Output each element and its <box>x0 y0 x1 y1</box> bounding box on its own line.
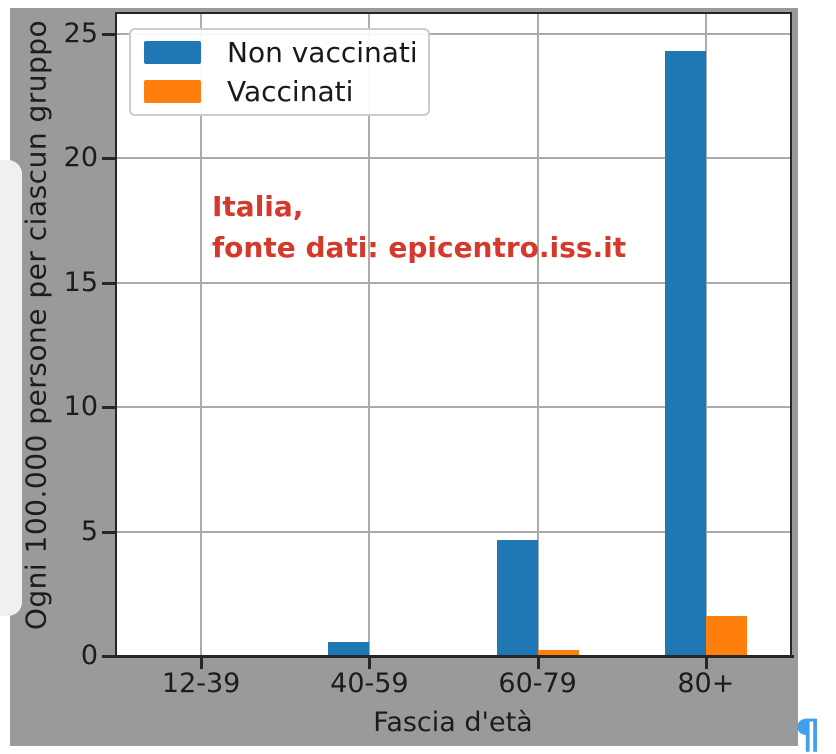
gridline-vertical <box>704 14 707 656</box>
y-tick-label: 15 <box>63 266 98 298</box>
annotation-line-2: fonte dati: epicentro.iss.it <box>212 231 627 264</box>
gridline-horizontal <box>117 281 790 284</box>
legend-swatch-blue <box>144 41 201 64</box>
gridline-horizontal <box>117 157 790 160</box>
y-tick-label: 20 <box>63 142 98 174</box>
bar-40-59-non-vaccinati <box>328 642 370 656</box>
bar-60-79-vaccinati <box>537 650 579 656</box>
annotation-line-1: Italia, <box>212 190 304 223</box>
legend-item-vaccinati: Vaccinati <box>144 75 428 108</box>
x-tick-label: 60-79 <box>498 668 577 699</box>
x-tick-label: 12-39 <box>161 668 241 699</box>
gridline-vertical <box>368 14 371 656</box>
legend-label: Vaccinati <box>227 75 354 108</box>
legend: Non vaccinati Vaccinati <box>129 28 430 116</box>
x-tick-label: 80+ <box>677 668 735 699</box>
x-axis-label: Fascia d'età <box>373 707 533 738</box>
gridline-horizontal <box>117 32 790 35</box>
x-tick-mark <box>368 658 372 669</box>
gridline-horizontal <box>117 530 790 533</box>
y-axis-label: Ogni 100.000 persone per ciascun gruppo <box>19 19 53 631</box>
pilcrow-mark: ¶ <box>795 712 821 754</box>
gridline-vertical <box>536 14 539 656</box>
y-tick-mark <box>102 406 115 410</box>
y-tick-mark <box>102 530 115 534</box>
y-tick-mark <box>102 32 115 36</box>
legend-label: Non vaccinati <box>227 36 418 69</box>
y-tick-label: 25 <box>63 17 98 49</box>
gridline-vertical <box>200 14 203 656</box>
left-edge-tab <box>0 160 22 616</box>
y-tick-mark <box>102 281 115 285</box>
bar-60-79-non-vaccinati <box>496 540 538 656</box>
y-tick-mark <box>102 655 115 658</box>
x-axis-line <box>113 655 794 658</box>
y-tick-label: 0 <box>80 640 98 671</box>
bar-80+-vaccinati <box>705 616 747 656</box>
x-tick-mark <box>536 658 540 669</box>
x-tick-label: 40-59 <box>330 668 409 699</box>
x-tick-mark <box>200 658 204 669</box>
legend-swatch-orange <box>144 80 201 103</box>
gridline-horizontal <box>117 406 790 409</box>
source-annotation: Italia, fonte dati: epicentro.iss.it <box>212 186 626 268</box>
bar-80+-non-vaccinati <box>664 51 706 656</box>
y-tick-label: 10 <box>63 391 98 423</box>
x-tick-mark <box>704 658 708 669</box>
y-tick-label: 5 <box>80 515 98 547</box>
y-tick-mark <box>102 157 115 161</box>
legend-item-non-vaccinati: Non vaccinati <box>144 36 428 69</box>
